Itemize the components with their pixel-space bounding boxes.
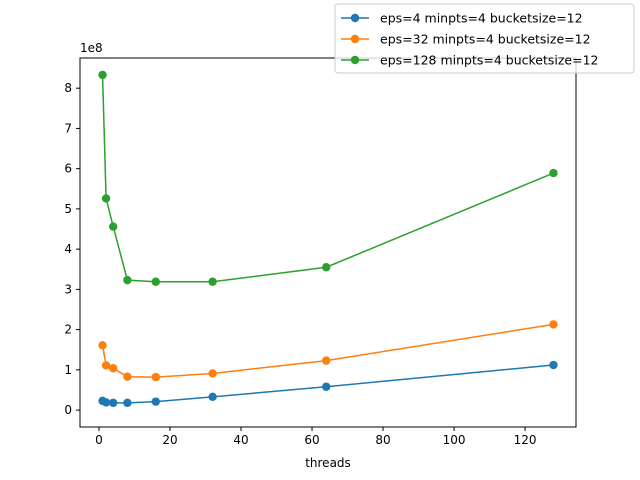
data-point: [322, 263, 331, 272]
data-point: [101, 398, 111, 407]
x-tick-label: 80: [375, 433, 390, 447]
data-point: [123, 398, 132, 408]
x-tick-label: 60: [304, 433, 319, 447]
data-point: [108, 222, 118, 231]
y-tick-label: 3: [64, 282, 72, 296]
x-tick-label: 100: [443, 433, 466, 447]
x-tick-label: 20: [162, 433, 177, 447]
y-tick-label: 2: [64, 323, 72, 337]
data-point: [101, 194, 111, 203]
y-axis: 0 1 2 3 4 5 6 7 8: [64, 81, 80, 417]
x-tick-label: 0: [95, 433, 103, 447]
legend-marker: [350, 13, 360, 23]
x-tick-label: 40: [233, 433, 248, 447]
data-point: [322, 382, 331, 391]
x-axis: 0 20 40 60 80 100 120: [95, 427, 537, 447]
y-tick-label: 6: [64, 162, 72, 176]
y-tick-label: 8: [64, 81, 72, 95]
series-line-3: [101, 74, 554, 283]
data-point: [98, 341, 107, 350]
y-tick-label: 0: [64, 403, 72, 417]
data-point: [108, 398, 118, 408]
legend-label: eps=32 minpts=4 bucketsize=12: [380, 32, 591, 47]
data-point: [208, 277, 217, 286]
legend-frame: [334, 3, 635, 74]
series-layer: [98, 70, 558, 408]
legend-label: eps=128 minpts=4 bucketsize=12: [380, 53, 599, 68]
legend-label: eps=4 minpts=4 bucketsize=12: [380, 11, 583, 26]
legend: eps=4 minpts=4 bucketsize=12 eps=32 minpt…: [334, 3, 635, 74]
data-point: [549, 360, 558, 370]
data-point: [151, 397, 161, 406]
data-point: [101, 361, 111, 370]
data-point: [322, 356, 331, 365]
data-point: [108, 364, 118, 373]
x-tick-label: 120: [514, 433, 537, 447]
x-axis-label: threads: [305, 456, 351, 470]
y-offset-label: 1e8: [80, 41, 103, 55]
data-point: [98, 70, 107, 80]
data-point: [549, 168, 558, 178]
data-point: [208, 369, 217, 378]
y-tick-label: 4: [64, 242, 72, 256]
data-point: [123, 275, 132, 285]
data-point: [549, 320, 558, 329]
y-tick-label: 5: [64, 202, 72, 216]
data-point: [208, 392, 217, 402]
data-point: [151, 277, 161, 286]
legend-marker: [350, 55, 360, 65]
legend-marker: [350, 34, 360, 44]
axes-frame: [79, 57, 577, 428]
data-point: [123, 372, 132, 381]
y-tick-label: 1: [64, 363, 72, 377]
data-point: [151, 372, 161, 382]
y-tick-label: 7: [64, 121, 72, 135]
series-line-2: [101, 323, 554, 378]
